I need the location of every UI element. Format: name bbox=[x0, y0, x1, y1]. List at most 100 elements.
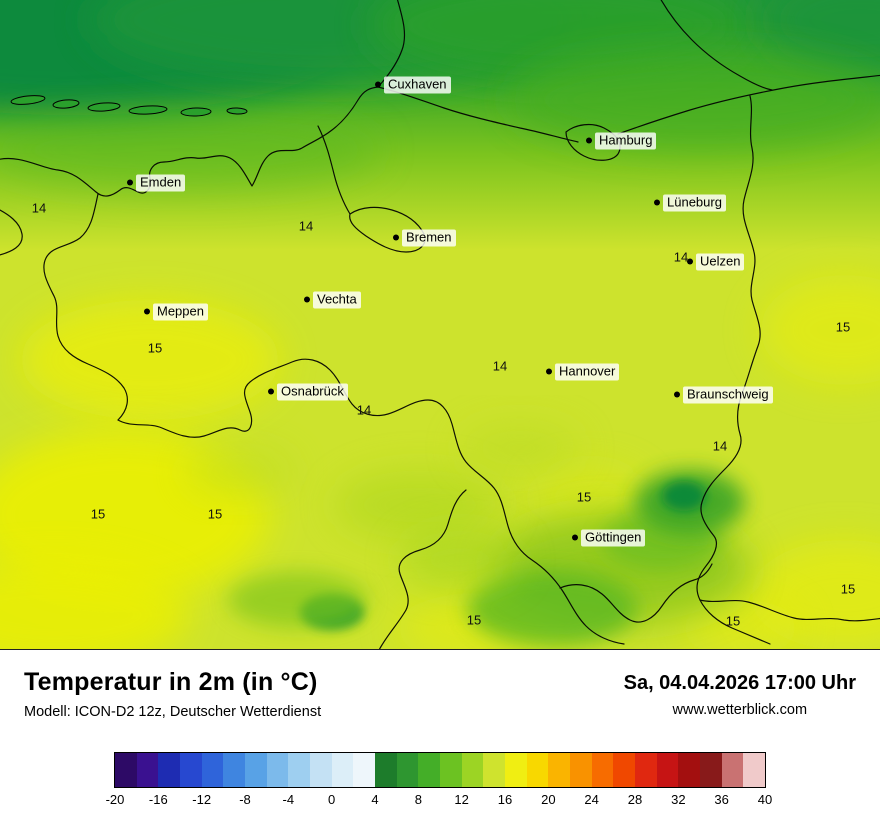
colorbar-segment bbox=[613, 753, 636, 787]
city-marker-braunschweig: Braunschweig bbox=[674, 386, 773, 404]
city-marker-hamburg: Hamburg bbox=[586, 132, 657, 150]
colorbar-segment bbox=[201, 753, 224, 787]
city-dot bbox=[654, 200, 660, 206]
temperature-value-label: 15 bbox=[207, 506, 223, 522]
colorbar-segment bbox=[245, 753, 267, 787]
colorbar-segment bbox=[700, 753, 722, 787]
page-title: Temperatur in 2m (in °C) bbox=[24, 668, 318, 696]
city-label: Braunschweig bbox=[683, 386, 773, 404]
colorbar-tick: 36 bbox=[714, 792, 729, 807]
city-label: Cuxhaven bbox=[384, 76, 451, 94]
colorbar-tick: 0 bbox=[328, 792, 336, 807]
website-url: www.wetterblick.com bbox=[672, 702, 808, 718]
colorbar-tick: 40 bbox=[757, 792, 773, 807]
city-dot bbox=[268, 389, 274, 395]
colorbar: -20 -16 -12 -8 -4 0 4 8 12 16 20 24 28 32 36 40 bbox=[24, 752, 856, 810]
city-label: Emden bbox=[136, 174, 186, 192]
colorbar-segment bbox=[461, 753, 484, 787]
colorbar-segment bbox=[678, 753, 701, 787]
city-marker-lüneburg: Lüneburg bbox=[654, 194, 726, 212]
temperature-value-label: 15 bbox=[466, 612, 482, 628]
colorbar-tick: -8 bbox=[239, 792, 251, 807]
temperature-value-label: 15 bbox=[725, 613, 741, 629]
city-dot bbox=[572, 535, 578, 541]
colorbar-tick: -16 bbox=[148, 792, 168, 807]
city-marker-bremen: Bremen bbox=[393, 229, 456, 247]
temperature-field bbox=[0, 0, 880, 649]
temperature-value-label: 14 bbox=[492, 358, 508, 374]
city-label: Göttingen bbox=[581, 529, 646, 547]
city-label: Uelzen bbox=[696, 253, 745, 271]
colorbar-segment bbox=[310, 753, 332, 787]
state-borders bbox=[0, 0, 880, 649]
colorbar-tick: 16 bbox=[497, 792, 513, 807]
weather-map: Cuxhaven Hamburg Emden Lüneburg Bremen Uelzen… bbox=[0, 0, 880, 650]
model-info: Modell: ICON-D2 12z, Deutscher Wetterdie… bbox=[24, 704, 322, 720]
colorbar-tick: -12 bbox=[192, 792, 212, 807]
city-label: Vechta bbox=[313, 291, 361, 309]
colorbar-segment bbox=[635, 753, 657, 787]
colorbar-segment bbox=[505, 753, 527, 787]
city-dot bbox=[304, 297, 310, 303]
colorbar-segment bbox=[526, 753, 549, 787]
colorbar-segment bbox=[440, 753, 462, 787]
colorbar-tick: 32 bbox=[671, 792, 686, 807]
city-marker-cuxhaven: Cuxhaven bbox=[375, 76, 451, 94]
colorbar-segment bbox=[375, 753, 397, 787]
city-label: Lüneburg bbox=[663, 194, 726, 212]
temperature-value-label: 15 bbox=[835, 319, 851, 335]
colorbar-tick: 28 bbox=[627, 792, 643, 807]
temperature-value-label: 15 bbox=[840, 581, 856, 597]
colorbar-segment bbox=[266, 753, 289, 787]
forecast-datetime: Sa, 04.04.2026 17:00 Uhr bbox=[623, 672, 856, 694]
city-label: Osnabrück bbox=[277, 383, 348, 401]
city-marker-göttingen: Göttingen bbox=[572, 529, 646, 547]
colorbar-segment bbox=[158, 753, 181, 787]
temperature-value-label: 14 bbox=[31, 200, 47, 216]
city-marker-osnabrück: Osnabrück bbox=[268, 383, 348, 401]
colorbar-segment bbox=[180, 753, 202, 787]
city-dot bbox=[144, 309, 150, 315]
colorbar-segment bbox=[721, 753, 744, 787]
colorbar-segment bbox=[591, 753, 614, 787]
city-dot bbox=[586, 138, 592, 144]
colorbar-tick: 20 bbox=[541, 792, 556, 807]
colorbar-segment bbox=[483, 753, 506, 787]
colorbar-tick: 24 bbox=[584, 792, 599, 807]
colorbar-tick: 8 bbox=[414, 792, 422, 807]
city-marker-emden: Emden bbox=[127, 174, 186, 192]
temperature-value-label: 14 bbox=[673, 249, 689, 265]
temperature-value-label: 15 bbox=[576, 489, 592, 505]
colorbar-segment bbox=[418, 753, 441, 787]
temperature-value-label: 14 bbox=[712, 438, 728, 454]
temperature-value-label: 15 bbox=[147, 340, 163, 356]
colorbar-segment bbox=[396, 753, 419, 787]
colorbar-segment bbox=[136, 753, 159, 787]
city-label: Hamburg bbox=[595, 132, 657, 150]
colorbar-tick: -4 bbox=[282, 792, 295, 807]
city-marker-meppen: Meppen bbox=[144, 303, 208, 321]
colorbar-segment bbox=[570, 753, 592, 787]
wadden-islands bbox=[10, 95, 248, 117]
colorbar-tick: -20 bbox=[105, 792, 125, 807]
colorbar-tick: 4 bbox=[371, 792, 379, 807]
city-dot bbox=[393, 235, 399, 241]
colorbar-segments bbox=[114, 752, 766, 788]
colorbar-segment bbox=[656, 753, 679, 787]
city-marker-hannover: Hannover bbox=[546, 363, 620, 381]
city-marker-vechta: Vechta bbox=[304, 291, 361, 309]
colorbar-segment bbox=[743, 753, 766, 787]
colorbar-segment bbox=[353, 753, 376, 787]
city-dot bbox=[127, 180, 133, 186]
city-dot bbox=[546, 369, 552, 375]
city-label: Meppen bbox=[153, 303, 208, 321]
city-marker-uelzen: Uelzen bbox=[687, 253, 745, 271]
colorbar-tick: 12 bbox=[454, 792, 469, 807]
temperature-value-label: 14 bbox=[356, 402, 372, 418]
city-dot bbox=[375, 82, 381, 88]
temperature-value-label: 14 bbox=[298, 218, 314, 234]
colorbar-segment bbox=[548, 753, 571, 787]
city-label: Bremen bbox=[402, 229, 456, 247]
colorbar-segment bbox=[115, 753, 137, 787]
city-label: Hannover bbox=[555, 363, 620, 381]
